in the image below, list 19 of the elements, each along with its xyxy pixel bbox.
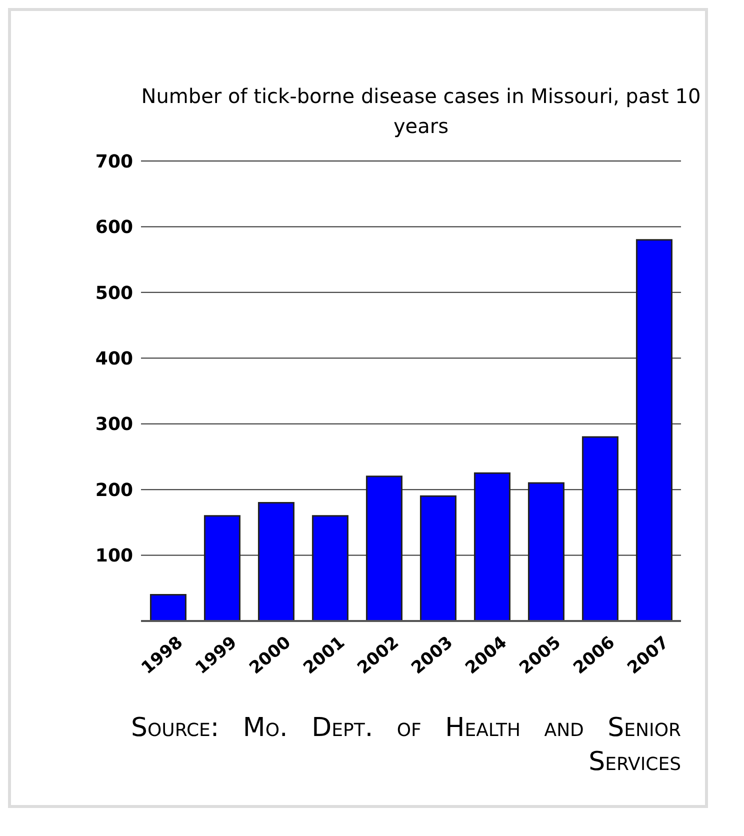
bar bbox=[582, 436, 618, 621]
bar bbox=[204, 515, 240, 621]
y-tick-label: 600 bbox=[95, 217, 133, 238]
bar bbox=[258, 502, 294, 621]
bar bbox=[474, 472, 510, 621]
bar bbox=[636, 239, 672, 621]
bar bbox=[150, 594, 186, 621]
y-tick-label: 400 bbox=[95, 348, 133, 370]
chart-title: Number of tick-borne disease cases in Missouri, past 10 years bbox=[140, 83, 702, 140]
bar bbox=[366, 476, 402, 621]
bar bbox=[312, 515, 348, 621]
y-tick-label: 100 bbox=[95, 546, 133, 567]
y-tick-label: 700 bbox=[95, 151, 133, 172]
bar bbox=[420, 495, 456, 621]
y-tick-label: 300 bbox=[95, 414, 133, 436]
bar bbox=[528, 482, 564, 621]
source-note: Source: Mo. Dept. of Health and Senior Services bbox=[131, 712, 681, 779]
y-tick-label: 500 bbox=[95, 282, 133, 304]
y-tick-label: 200 bbox=[95, 480, 133, 501]
